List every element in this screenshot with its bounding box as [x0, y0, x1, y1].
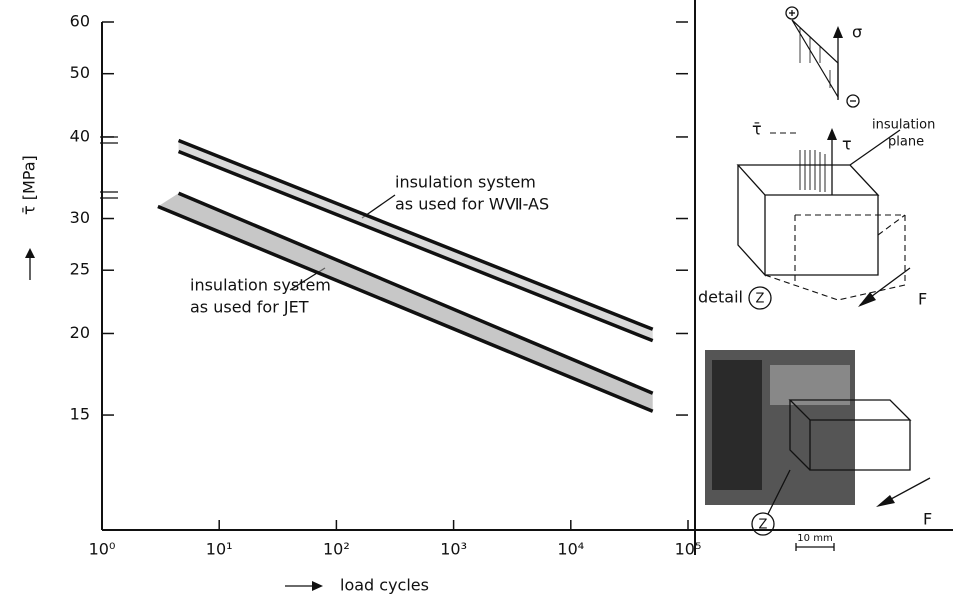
- x-tick-label: 10¹: [206, 540, 233, 559]
- inset-diagram: σ τ τ̄ insulation plane detail Z F F Z 1…: [698, 6, 935, 551]
- x-tick-label: 10⁴: [557, 540, 584, 559]
- series-line: [177, 138, 654, 331]
- inset-photo-mark: Z: [759, 518, 768, 533]
- y-tick-label: 40: [70, 126, 90, 145]
- inset-force-bottom: F: [923, 510, 932, 529]
- y-tick-label: 50: [70, 63, 90, 82]
- annotation: insulation system: [190, 276, 331, 295]
- inset-scale: 10 mm: [797, 533, 832, 544]
- x-axis-label: load cycles: [340, 576, 429, 595]
- y-tick-label: 30: [70, 208, 90, 227]
- annotation: as used for WⅦ-AS: [395, 195, 549, 214]
- x-tick-label: 10²: [323, 540, 350, 559]
- y-arrow: [25, 248, 35, 280]
- band-shading: [178, 140, 653, 341]
- inset-plane-2: plane: [888, 135, 924, 150]
- inset-tau-bar: τ̄: [752, 120, 762, 139]
- series-line: [177, 149, 654, 343]
- y-tick-label: 15: [70, 405, 90, 424]
- inset-force-top: F: [918, 290, 927, 309]
- annotation: insulation system: [395, 173, 536, 192]
- inset-detail-mark: Z: [756, 292, 765, 307]
- x-tick-label: 10³: [440, 540, 467, 559]
- x-arrow: [285, 581, 323, 591]
- series-line: [157, 204, 654, 413]
- x-tick-label: 10⁰: [89, 540, 116, 559]
- y-label-group: τ̄ [MPa]: [20, 155, 39, 215]
- band-shading: [157, 193, 653, 412]
- annotation: as used for JET: [190, 298, 309, 317]
- y-axis-label: τ̄ [MPa]: [20, 155, 39, 215]
- y-tick-label: 25: [70, 260, 90, 279]
- inset-tau: τ: [842, 135, 852, 154]
- inset-plane-1: insulation: [872, 118, 935, 133]
- y-tick-label: 20: [70, 323, 90, 342]
- x-tick-label: 10⁵: [675, 540, 702, 559]
- series-line: [177, 191, 654, 395]
- inset-detail: detail: [698, 288, 743, 307]
- y-tick-label: 60: [70, 12, 90, 31]
- inset-sigma: σ: [852, 23, 862, 42]
